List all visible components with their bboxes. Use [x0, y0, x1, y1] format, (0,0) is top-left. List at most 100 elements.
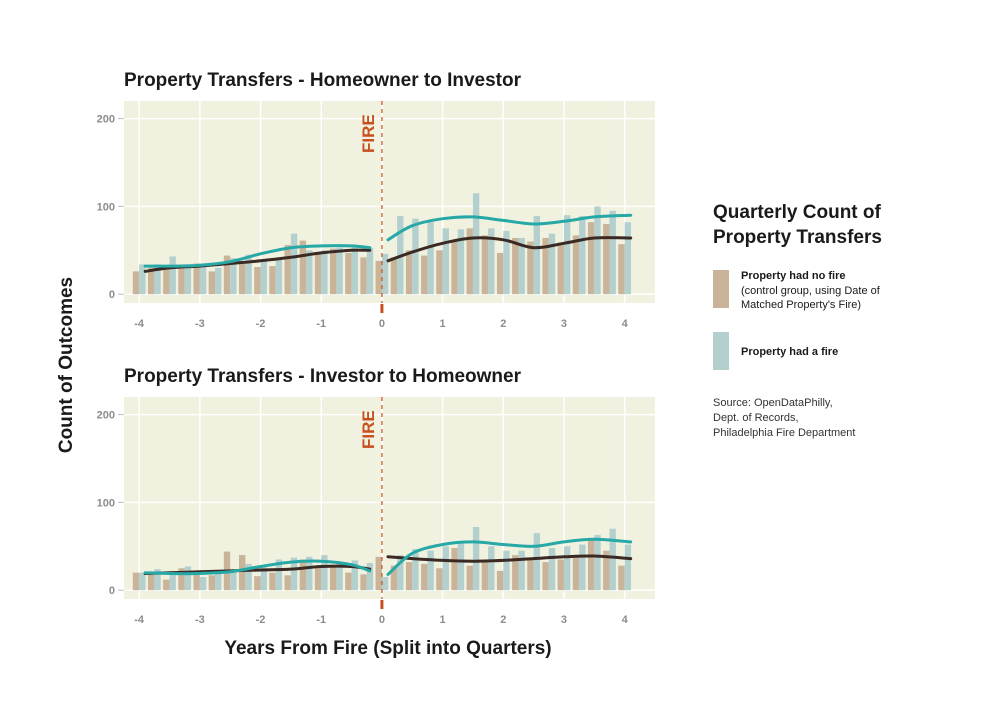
bar-no-fire	[557, 559, 564, 591]
bar-no-fire	[284, 575, 291, 591]
bar-no-fire	[299, 559, 307, 591]
bar-no-fire	[542, 562, 549, 591]
bar-fire	[139, 572, 146, 591]
bar-fire	[457, 543, 465, 591]
trend-line-no-fire-post	[386, 236, 633, 263]
panel-title-top: Property Transfers - Homeowner to Invest…	[124, 70, 522, 91]
bar-fire	[184, 266, 192, 295]
bar-no-fire	[375, 556, 382, 591]
bar-fire	[457, 229, 465, 295]
x-tick-label: -4	[134, 614, 145, 626]
legend-title-line-2: Property Transfers	[713, 227, 882, 248]
bar-fire	[503, 230, 510, 295]
bar-no-fire	[345, 572, 352, 591]
bar-no-fire	[269, 266, 276, 295]
legend-swatch-no-fire	[713, 270, 729, 308]
bar-fire	[518, 550, 525, 591]
x-tick-label: -3	[195, 614, 205, 626]
bar-fire	[579, 216, 586, 295]
bar-fire	[488, 546, 495, 591]
y-tick-label: 200	[97, 114, 115, 126]
x-tick-label: 3	[561, 318, 567, 330]
x-tick-label: 3	[561, 614, 567, 626]
legend-note-no-fire-line-2: Matched Property's Fire)	[741, 299, 861, 311]
bar-fire	[154, 264, 161, 295]
bar-fire	[199, 266, 207, 295]
bar-no-fire	[360, 257, 367, 295]
bar-no-fire	[512, 555, 519, 591]
legend-swatch-fire	[713, 332, 729, 370]
bar-fire	[215, 572, 222, 591]
bar-no-fire	[496, 252, 504, 295]
bar-fire	[336, 247, 343, 295]
bar-fire	[427, 222, 434, 295]
bar-fire	[533, 216, 541, 295]
bar-no-fire	[345, 252, 352, 295]
trend-line-fire-pre	[143, 559, 372, 576]
x-tick-label: 4	[622, 318, 629, 330]
bar-fire	[169, 256, 176, 295]
x-tick-label: 4	[622, 614, 629, 626]
x-tick-label: 2	[500, 318, 506, 330]
bar-fire	[260, 565, 267, 591]
bar-fire	[472, 193, 480, 295]
bar-fire	[230, 258, 237, 295]
bar-fire	[381, 253, 389, 295]
bar-no-fire	[572, 235, 580, 295]
bar-fire	[624, 222, 632, 295]
source-line-1: Source: OpenDataPhilly,	[713, 397, 833, 409]
bar-fire	[290, 557, 298, 591]
bar-no-fire	[163, 268, 170, 295]
x-tick-label: -2	[256, 318, 266, 330]
fire-label: FIRE	[359, 410, 378, 449]
bar-fire	[594, 206, 601, 295]
bar-no-fire	[330, 565, 337, 591]
bar-no-fire	[405, 250, 413, 295]
x-tick-label: 2	[500, 614, 506, 626]
legend-label-fire: Property had a fire	[741, 346, 838, 358]
y-axis-title: Count of Outcomes	[56, 277, 77, 453]
bar-fire	[442, 228, 449, 295]
trend-line-fire-post	[386, 537, 633, 576]
bar-no-fire	[603, 223, 610, 295]
bar-no-fire	[527, 559, 534, 591]
bar-fire	[579, 544, 586, 591]
bar-fire	[609, 210, 616, 295]
bar-no-fire	[587, 222, 595, 295]
bar-fire	[533, 533, 541, 591]
bar-no-fire	[618, 565, 625, 591]
x-axis-title: Years From Fire (Split into Quarters)	[224, 638, 551, 659]
bar-fire	[245, 563, 252, 591]
trend-line-no-fire-post	[386, 554, 633, 563]
bar-no-fire	[572, 555, 580, 591]
bar-fire	[412, 218, 419, 295]
bar-fire	[336, 562, 343, 591]
y-tick-label: 100	[97, 497, 115, 509]
bar-no-fire	[284, 245, 291, 295]
panel-top: 0 100 200 -4 -3 -2 -1 0 1 2 3 4 FIRE	[97, 101, 655, 330]
bar-no-fire	[147, 574, 155, 591]
bar-fire	[184, 566, 192, 591]
x-tick-label: 0	[379, 318, 385, 330]
bar-fire	[351, 245, 358, 295]
y-tick-label: 0	[109, 585, 115, 597]
bar-fire	[442, 546, 449, 591]
bar-no-fire	[299, 240, 307, 295]
bar-no-fire	[269, 572, 276, 591]
bar-no-fire	[557, 242, 564, 295]
bar-no-fire	[390, 257, 398, 295]
bar-fire	[215, 267, 222, 295]
bar-no-fire	[314, 565, 322, 591]
bar-no-fire	[314, 252, 322, 295]
bar-no-fire	[132, 271, 140, 295]
bar-no-fire	[178, 265, 185, 295]
bar-no-fire	[193, 263, 200, 295]
bar-no-fire	[178, 568, 185, 591]
panel-title-bottom: Property Transfers - Investor to Homeown…	[124, 366, 522, 387]
bar-no-fire	[375, 260, 382, 295]
bar-fire	[624, 544, 632, 591]
x-tick-label: -1	[316, 614, 326, 626]
bar-no-fire	[330, 248, 337, 295]
